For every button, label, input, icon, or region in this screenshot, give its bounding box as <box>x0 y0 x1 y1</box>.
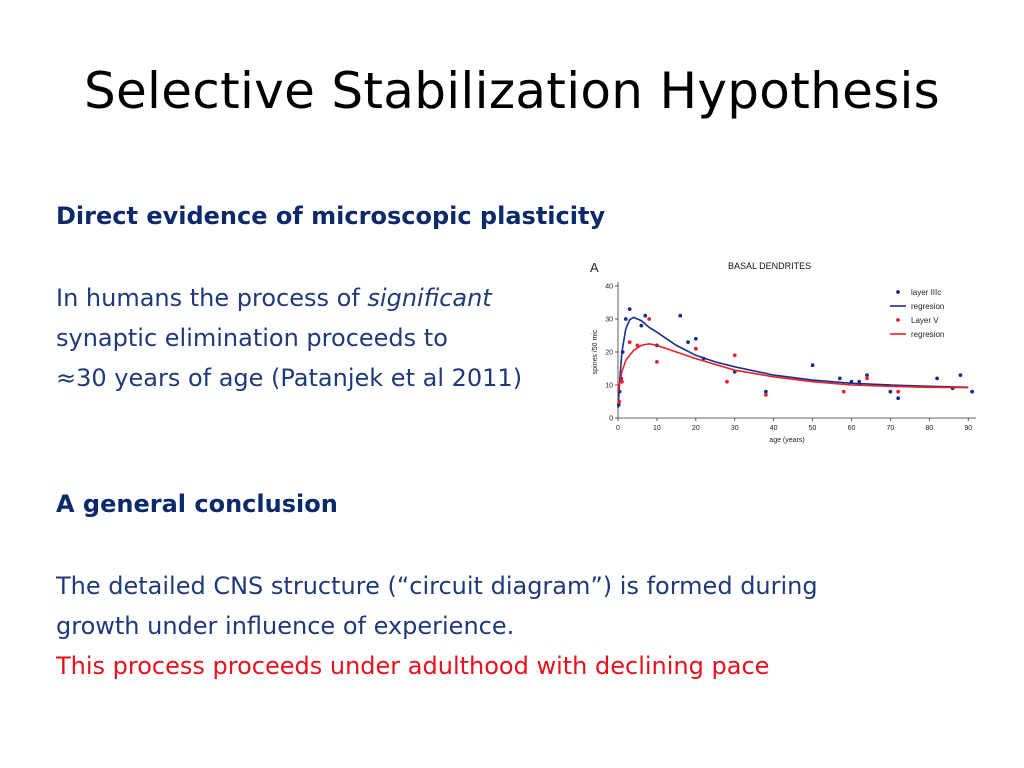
data-point-0 <box>686 340 690 344</box>
data-point-0 <box>623 317 628 321</box>
data-point-2 <box>655 360 659 364</box>
paragraph-2-line-1: The detailed CNS structure (“circuit dia… <box>56 572 818 600</box>
data-point-2 <box>896 389 901 394</box>
paragraph-2-line-3: This process proceeds under adulthood wi… <box>56 652 770 680</box>
x-tick-label: 90 <box>964 425 972 432</box>
chart-axes: 0 10 20 30 40 0 10 20 30 40 50 60 70 80 90 <box>605 282 976 432</box>
data-point-2 <box>725 379 729 384</box>
data-point-0 <box>678 313 683 318</box>
data-point-0 <box>896 396 901 401</box>
x-tick-label: 60 <box>848 425 856 432</box>
data-point-0 <box>643 313 648 318</box>
data-point-2 <box>617 399 622 404</box>
paragraph-2: The detailed CNS structure (“circuit dia… <box>56 566 818 686</box>
paragraph-1-line-1: In humans the process of significant <box>56 278 522 318</box>
x-tick-label: 20 <box>692 425 700 432</box>
paragraph-1-prefix: In humans the process of <box>56 284 368 312</box>
data-point-0 <box>693 336 698 341</box>
x-tick-label: 10 <box>653 425 661 432</box>
data-point-2 <box>693 346 698 351</box>
data-point-0 <box>935 376 939 381</box>
x-axis-label: age (years) <box>769 437 804 444</box>
x-tick-label: 80 <box>925 425 933 432</box>
data-point-2 <box>865 376 869 381</box>
x-tick-label: 70 <box>886 425 894 432</box>
paragraph-1: In humans the process of significant syn… <box>56 278 522 398</box>
x-tick-label: 30 <box>731 425 739 432</box>
data-point-0 <box>857 379 862 384</box>
data-point-0 <box>763 389 768 394</box>
paragraph-1-line-2: synaptic elimination proceeds to <box>56 324 448 352</box>
data-point-0 <box>810 363 815 368</box>
section2-heading: A general conclusion <box>56 490 338 518</box>
data-point-0 <box>888 389 893 394</box>
y-tick-label: 0 <box>609 416 613 423</box>
paragraph-1-line-3: ≈30 years of age (Patanjek et al 2011) <box>56 364 523 392</box>
data-point-0 <box>865 373 869 377</box>
data-point-0 <box>627 307 632 311</box>
legend-label: layer IIIc <box>911 288 941 297</box>
chart-title: BASAL DENDRITES <box>728 261 811 271</box>
y-axis-label: spines /50 mic <box>592 329 599 374</box>
paragraph-1-italic: significant <box>367 284 492 312</box>
x-tick-label: 0 <box>616 425 620 432</box>
series-line-3 <box>617 342 969 392</box>
data-point-0 <box>639 323 644 328</box>
paragraph-2-line-2: growth under influence of experience. <box>56 612 515 640</box>
legend-label: regresion <box>911 302 944 311</box>
data-point-0 <box>837 376 842 381</box>
data-point-0 <box>970 389 975 394</box>
data-point-2 <box>763 393 768 397</box>
data-point-2 <box>841 389 846 394</box>
legend-point-swatch <box>896 290 900 294</box>
section2-heading-block: A general conclusion <box>56 484 338 524</box>
chart-legend: layer IIIc regresion Layer V regresion <box>890 288 944 339</box>
y-tick-label: 10 <box>605 383 613 390</box>
y-tick-label: 40 <box>605 284 613 291</box>
x-tick-label: 50 <box>809 425 817 432</box>
x-tick-label: 40 <box>770 425 778 432</box>
y-tick-label: 30 <box>605 317 613 324</box>
slide-title: Selective Stabilization Hypothesis <box>83 62 941 120</box>
legend-label: regresion <box>911 330 944 339</box>
basal-dendrites-chart: A BASAL DENDRITES 0 10 20 30 40 0 10 20 30 40 50 60… <box>588 256 980 452</box>
data-point-2 <box>647 317 652 321</box>
panel-label: A <box>590 260 599 275</box>
data-point-2 <box>627 340 632 344</box>
section1-heading-block: Direct evidence of microscopic plasticit… <box>56 196 605 236</box>
chart-plot-area <box>616 307 975 409</box>
y-tick-label: 20 <box>605 350 613 357</box>
data-point-2 <box>732 353 737 358</box>
legend-label: Layer V <box>911 316 939 325</box>
legend-point-swatch <box>896 318 900 322</box>
series-line-1 <box>617 316 969 409</box>
section1-heading: Direct evidence of microscopic plasticit… <box>56 202 606 230</box>
chart-svg: A BASAL DENDRITES 0 10 20 30 40 0 10 20 30 40 50 60… <box>590 260 976 444</box>
data-point-0 <box>958 373 963 377</box>
